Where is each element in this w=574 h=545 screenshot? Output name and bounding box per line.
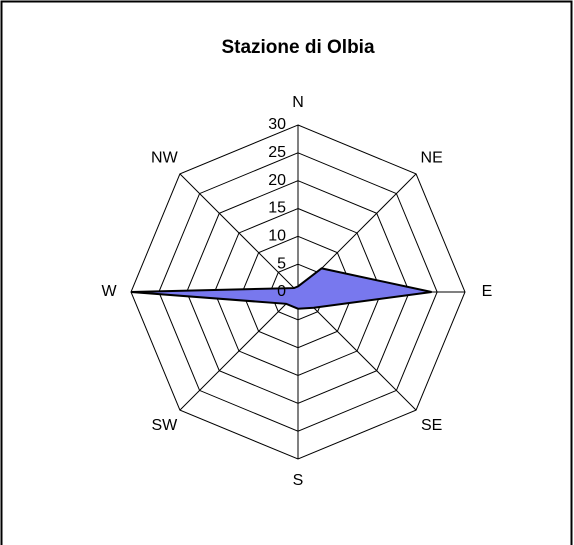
r-tick-label: 10 [268, 228, 286, 245]
r-tick-label: 20 [268, 172, 286, 189]
category-label: W [101, 283, 117, 300]
spoke [179, 173, 299, 293]
data-area [130, 267, 432, 310]
category-label: E [482, 283, 493, 300]
category-label: N [292, 94, 304, 111]
r-tick-label: 15 [268, 200, 286, 217]
category-label: NE [421, 150, 443, 167]
spoke [179, 291, 299, 411]
r-tick-label: 0 [277, 283, 286, 300]
category-label: SW [151, 417, 178, 434]
spoke [297, 291, 417, 411]
category-label: NW [151, 150, 179, 167]
category-label: S [293, 472, 304, 489]
category-label: SE [421, 417, 442, 434]
r-tick-label: 5 [277, 255, 286, 272]
r-tick-label: 30 [268, 116, 286, 133]
chart-title: Stazione di Olbia [221, 37, 375, 58]
r-tick-label: 25 [268, 144, 286, 161]
